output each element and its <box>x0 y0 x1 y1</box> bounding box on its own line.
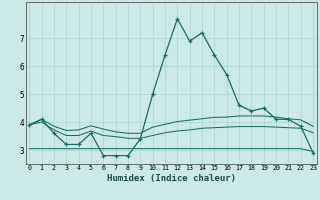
X-axis label: Humidex (Indice chaleur): Humidex (Indice chaleur) <box>107 174 236 183</box>
